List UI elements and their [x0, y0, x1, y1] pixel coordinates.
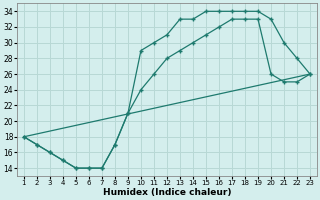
X-axis label: Humidex (Indice chaleur): Humidex (Indice chaleur): [103, 188, 231, 197]
